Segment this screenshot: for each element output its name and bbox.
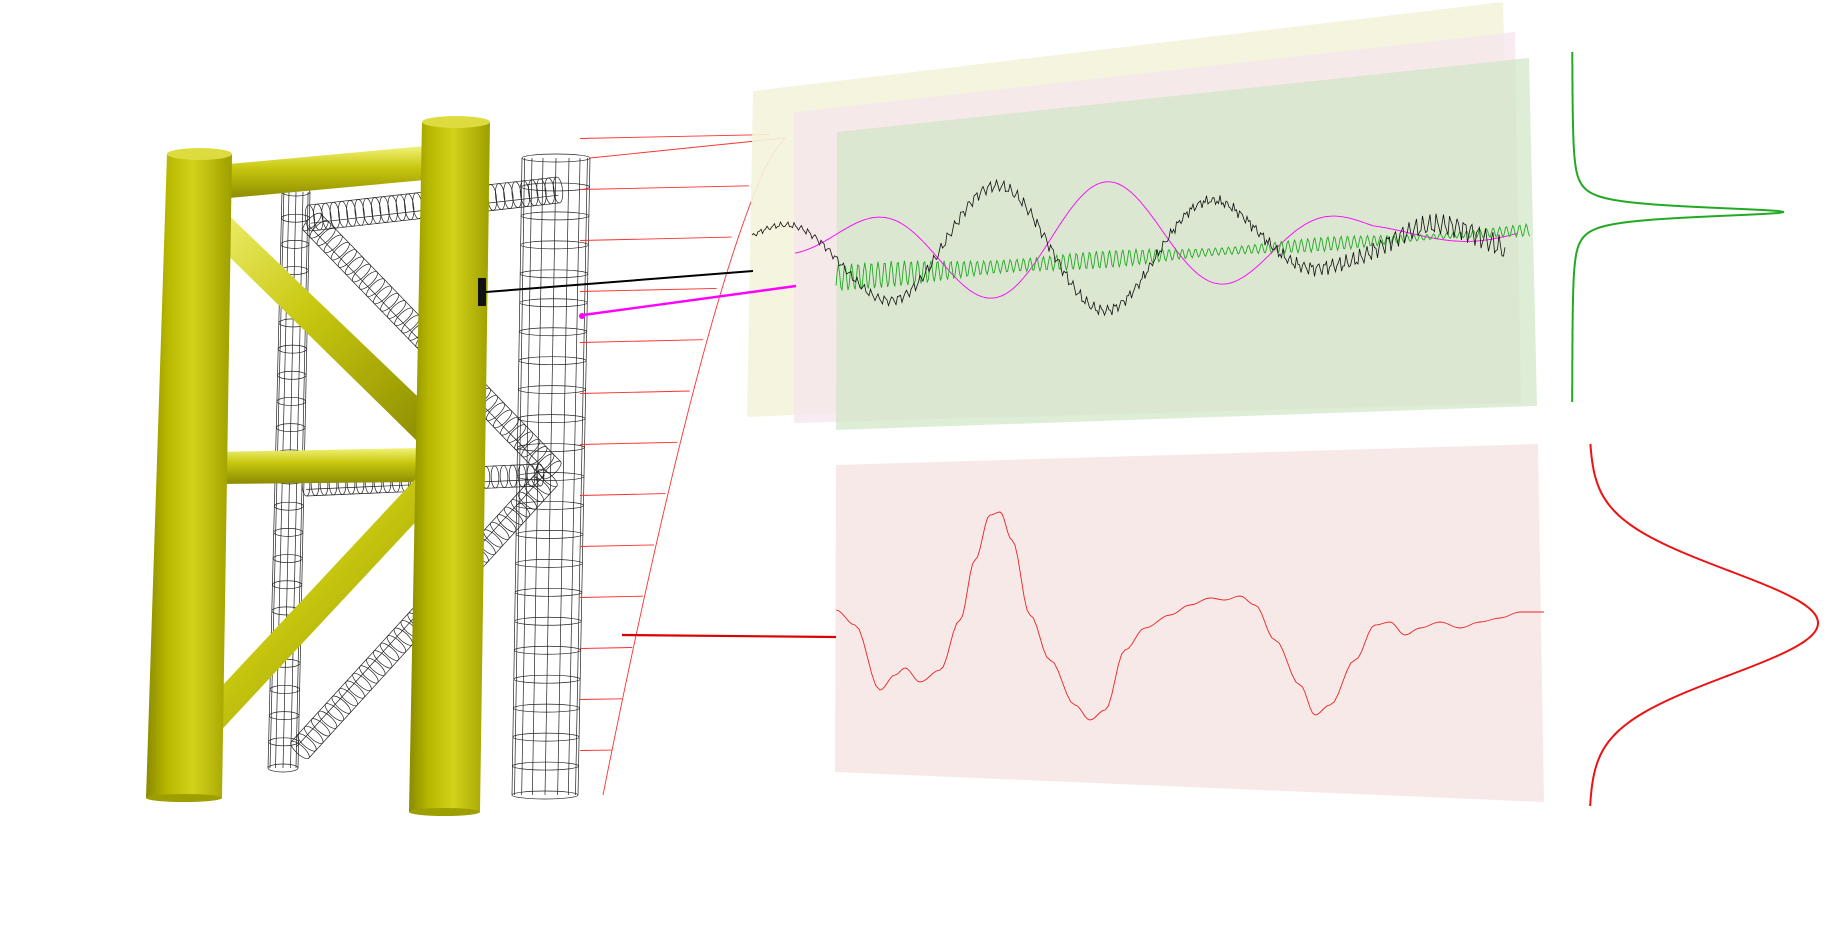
black-connector-line xyxy=(485,270,754,293)
magenta-signal-trace xyxy=(794,181,1518,299)
magenta-sensor-marker xyxy=(579,313,585,319)
red-signal-trace xyxy=(835,511,1544,721)
green-signal-trace xyxy=(835,222,1531,292)
signal-traces xyxy=(751,178,1544,721)
left-leg xyxy=(146,154,232,798)
signal-panels xyxy=(747,2,1544,802)
red-probability-density-curve xyxy=(1589,443,1819,806)
red-connector-line xyxy=(621,633,837,639)
magenta-connector-line xyxy=(582,284,797,317)
green-probability-density-curve xyxy=(1571,52,1785,402)
left-leg-top xyxy=(167,148,232,160)
black-sensor-marker xyxy=(478,278,486,306)
right-leg-bottom xyxy=(409,808,480,816)
right-leg-top xyxy=(422,116,490,128)
panel-front-green xyxy=(836,58,1537,430)
panel-lower-red xyxy=(835,444,1544,802)
lower-diagonal-brace xyxy=(194,474,438,740)
solid-jacket-structure xyxy=(146,116,490,816)
black-signal-trace xyxy=(751,178,1506,317)
right-leg xyxy=(409,122,490,812)
left-leg-bottom xyxy=(146,794,222,802)
upper-diagonal-brace xyxy=(200,205,440,442)
middle-horizontal-brace xyxy=(207,448,425,484)
top-horizontal-brace xyxy=(202,146,430,200)
wireframe-front-leg xyxy=(511,153,591,800)
wireframe-lower-diagonal xyxy=(290,468,558,760)
